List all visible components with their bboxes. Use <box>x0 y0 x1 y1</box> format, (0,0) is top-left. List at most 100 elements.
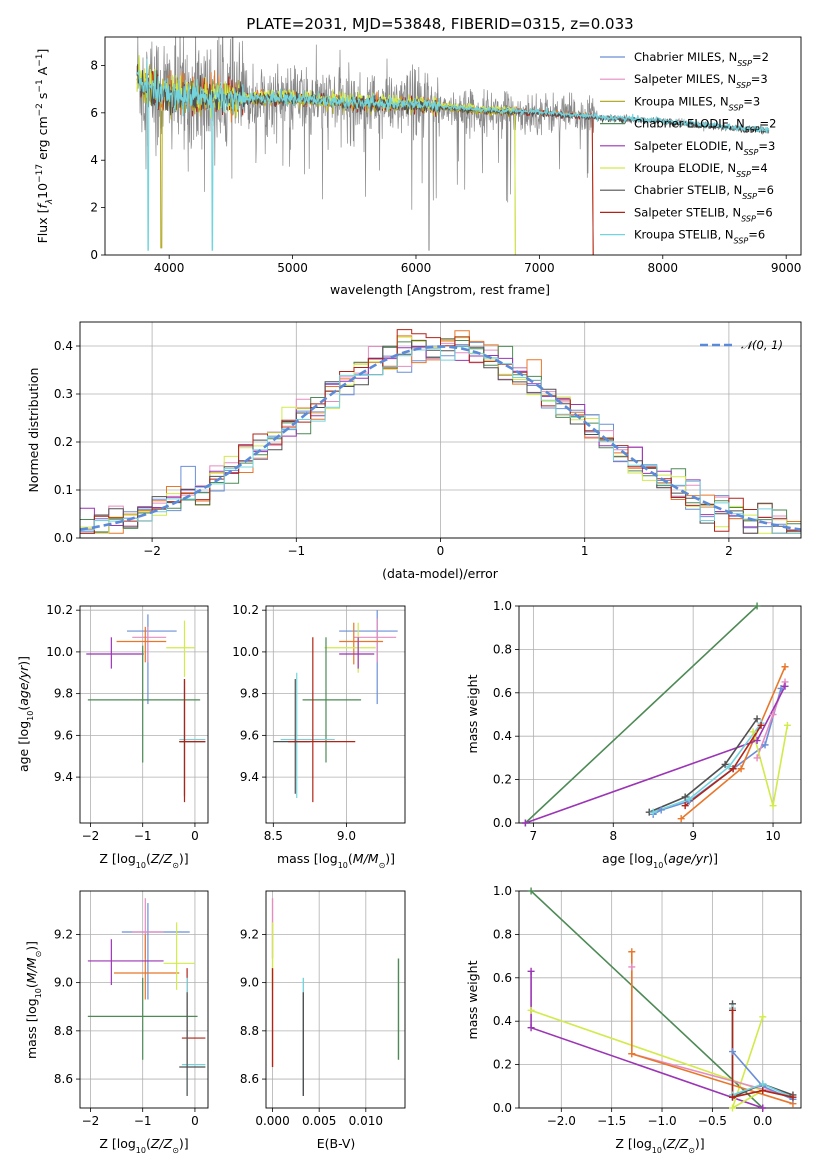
normal-curve <box>80 345 801 531</box>
legend-label: Salpeter STELIB, NSSP=6 <box>634 205 773 223</box>
y-tick-label: 9.6 <box>240 728 259 742</box>
marker-kroupa_stelib <box>759 1080 767 1088</box>
spectrum-panel: 4000 5000 6000 7000 8000 9000 0 2 4 6 8 wavelength … <box>35 36 801 297</box>
y-tick-label: 6 <box>90 106 98 120</box>
model-spectrum-kroupa_stelib <box>136 58 770 251</box>
marker-chabrier_miles <box>729 1048 737 1056</box>
y-tick-label: 9.4 <box>54 770 73 784</box>
y-axis-label: mass weight <box>465 960 480 1039</box>
x-tick-label: 0 <box>437 544 445 558</box>
marker-orange <box>628 1050 636 1058</box>
marker-chabrier_miles <box>657 806 665 814</box>
y-tick-label: 0.8 <box>493 927 512 941</box>
y-tick-label: 8 <box>90 58 98 72</box>
marker-chabrier_stelib <box>721 760 729 768</box>
plot-area <box>271 898 400 1096</box>
y-tick-label: 10.0 <box>232 645 259 659</box>
y-tick-label: 1.0 <box>493 599 512 613</box>
y-tick-label: 9.8 <box>54 687 73 701</box>
y-tick-label: 10.2 <box>46 603 73 617</box>
marker-salpeter_stelib <box>729 1093 737 1101</box>
marker-salpeter_stelib <box>729 1006 737 1014</box>
x-tick-label: −1 <box>134 829 152 843</box>
x-tick-label: −1 <box>134 1114 152 1128</box>
plot-area <box>273 610 398 803</box>
marker-salpeter_elodie <box>527 1024 535 1032</box>
plot-area <box>86 614 206 803</box>
marker-kroupa_stelib <box>649 808 657 816</box>
marker-salpeter_elodie <box>527 967 535 975</box>
y-tick-label: 0.3 <box>54 387 73 401</box>
x-axis-label: E(B-V) <box>317 1136 356 1151</box>
marker-orange <box>628 948 636 956</box>
x-tick-label: 8.5 <box>264 829 283 843</box>
figure-title: PLATE=2031, MJD=53848, FIBERID=0315, z=0… <box>246 15 633 33</box>
marker-chabrier_elodie <box>527 887 535 895</box>
marker-kroupa_stelib <box>685 795 693 803</box>
massweight-vs-age-panel: 7 8 9 10 0.0 0.2 0.4 0.6 0.8 1.0 age [log10(age/yr… <box>465 599 802 870</box>
series-kroupa_elodie <box>530 1009 765 1108</box>
x-tick-label: −2 <box>143 544 161 558</box>
y-tick-label: 8.6 <box>54 1072 73 1086</box>
y-axis-label: mass [log10(M/M⊙)] <box>24 941 43 1059</box>
marker-orange <box>677 815 685 823</box>
y-tick-label: 0.2 <box>54 435 73 449</box>
x-tick-label: 10 <box>765 829 780 843</box>
marker-salpeter_stelib <box>681 802 689 810</box>
marker-chabrier_stelib <box>681 793 689 801</box>
y-tick-label: 10.2 <box>232 603 259 617</box>
x-axis-label: (data-model)/error <box>382 566 499 581</box>
y-tick-label: 9.2 <box>240 927 259 941</box>
legend-label: Chabrier ELODIE, NSSP=2 <box>634 117 776 135</box>
marker-salpeter_stelib <box>757 721 765 729</box>
axes-frame <box>518 605 802 824</box>
plot-area <box>80 329 801 534</box>
x-tick-label: 0.000 <box>255 1114 289 1128</box>
marker-orange <box>737 765 745 773</box>
x-tick-label: −1 <box>287 544 305 558</box>
y-tick-label: 0.0 <box>493 816 512 830</box>
x-tick-label: 0 <box>191 1114 199 1128</box>
x-tick-label: 8 <box>609 829 617 843</box>
marker-salpeter_miles <box>628 963 636 971</box>
y-tick-label: 9.4 <box>240 770 259 784</box>
marker-chabrier_miles <box>777 684 785 692</box>
x-tick-label: −1.0 <box>647 1114 676 1128</box>
legend-label: Kroupa STELIB, NSSP=6 <box>634 228 765 246</box>
x-tick-label: −1.5 <box>597 1114 626 1128</box>
marker-salpeter_stelib <box>759 1087 767 1095</box>
y-tick-label: 0.8 <box>493 642 512 656</box>
series-chabrier_elodie <box>530 891 764 1108</box>
y-axis-label: age [log10(age/yr)] <box>16 656 35 772</box>
y-tick-label: 0.4 <box>493 1014 512 1028</box>
axes-frame <box>265 890 406 1109</box>
marker-kroupa_elodie <box>769 802 777 810</box>
marker-salpeter_elodie <box>521 819 529 827</box>
y-tick-label: 9.0 <box>54 976 73 990</box>
series-salpeter_elodie <box>525 685 786 823</box>
axes-frame <box>265 605 406 824</box>
x-tick-label: 4000 <box>154 261 185 275</box>
axes-frame <box>79 890 209 1109</box>
marker-kroupa_elodie <box>527 1006 535 1014</box>
y-tick-label: 0.0 <box>493 1101 512 1115</box>
y-tick-label: 0.4 <box>493 729 512 743</box>
mass-vs-z-panel: −2 −1 0 8.6 8.8 9.0 9.2 Z [log10(Z/Z⊙)] mass [lo… <box>24 890 209 1155</box>
legend: Chabrier MILES, NSSP=2 Salpeter MILES, NS… <box>600 50 776 245</box>
y-tick-label: 0.6 <box>493 971 512 985</box>
y-tick-label: 8.8 <box>54 1024 73 1038</box>
x-tick-label: 9.0 <box>337 829 356 843</box>
x-axis-label: Z [log10(Z/Z⊙)] <box>99 851 188 870</box>
marker-chabrier_elodie <box>753 602 761 610</box>
marker-kroupa_stelib <box>725 763 733 771</box>
x-tick-label: 1 <box>581 544 589 558</box>
y-tick-label: 0 <box>90 248 98 262</box>
marker-chabrier_miles <box>761 741 769 749</box>
legend-label: Salpeter ELODIE, NSSP=3 <box>634 139 775 157</box>
y-tick-label: 0.0 <box>54 531 73 545</box>
marker-kroupa_elodie <box>729 1104 737 1112</box>
series-chabrier_elodie <box>524 606 758 823</box>
legend-label: Kroupa ELODIE, NSSP=4 <box>634 161 768 179</box>
y-tick-label: 0.2 <box>493 773 512 787</box>
plot-area <box>87 898 206 1096</box>
